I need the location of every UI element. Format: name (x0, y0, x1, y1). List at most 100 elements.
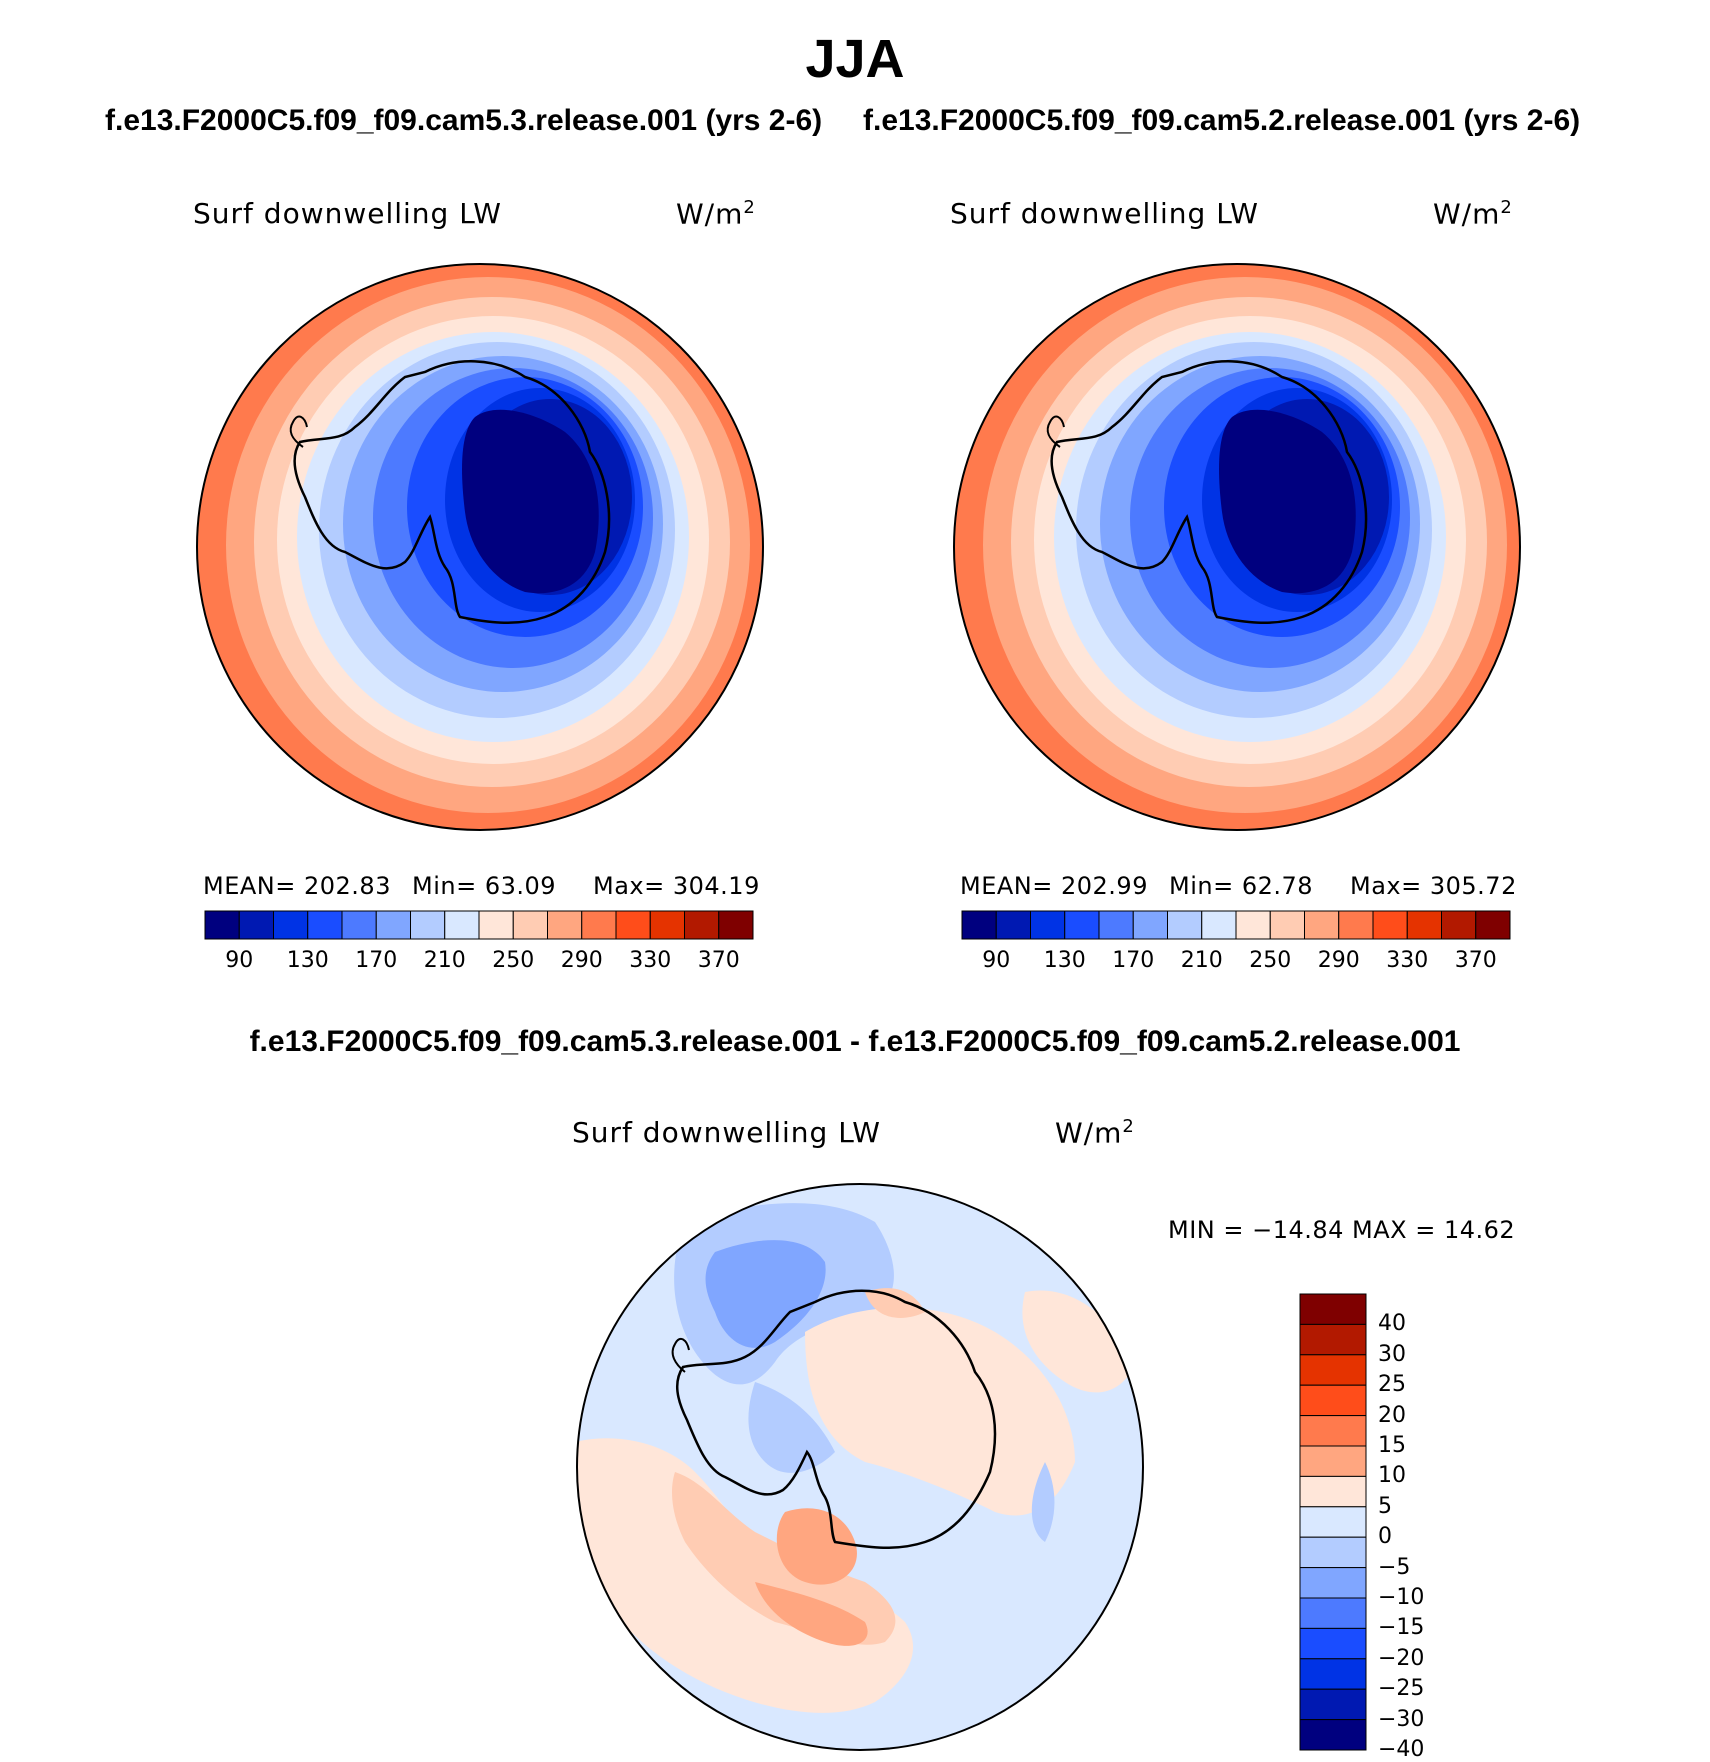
diff-colorbar-box (1299, 1445, 1367, 1477)
panel2-colorbar-tick-label: 210 (1180, 948, 1223, 973)
panel2-colorbar-box (1201, 910, 1237, 940)
diff-colorbar-box (1299, 1597, 1367, 1629)
panel2-units-label: W/m2 (1433, 197, 1513, 231)
diff-colorbar-box (1299, 1627, 1367, 1660)
panel2-colorbar-tick-label: 170 (1112, 948, 1155, 973)
panel1-colorbar-box (478, 910, 514, 940)
case1-title: f.e13.F2000C5.f09_f09.cam5.3.release.001… (105, 104, 823, 137)
diff-colorbar-tick-label: −40 (1378, 1737, 1425, 1762)
panel2-colorbar-tick-label: 90 (982, 948, 1011, 973)
diff-colorbar-tick-label: −25 (1378, 1676, 1425, 1702)
diff-colorbar-tick-label: 5 (1378, 1493, 1392, 1519)
diff-colorbar-box (1299, 1536, 1367, 1569)
diff-colorbar-box (1299, 1384, 1367, 1417)
panel2-colorbar-box (1064, 910, 1100, 940)
panel1-colorbar-tick-label: 210 (423, 948, 466, 973)
panel1-colorbar-box (238, 910, 274, 940)
panel1-colorbar-tick-label: 90 (225, 948, 254, 973)
panel1-colorbar-box (307, 910, 343, 940)
diff-colorbar-box (1299, 1475, 1367, 1508)
panel2-colorbar-box (1098, 910, 1134, 940)
panel2-colorbar-box (995, 910, 1031, 940)
panel2-colorbar-box (1441, 910, 1477, 940)
panel2-colorbar-tick-label: 130 (1043, 948, 1086, 973)
panel1-colorbar-box (581, 910, 617, 940)
season-title: JJA (805, 29, 905, 89)
diff-map (576, 1183, 1144, 1751)
panel2-map (953, 263, 1521, 831)
diff-colorbar-box (1299, 1658, 1367, 1690)
diff-colorbar-tick-label: −15 (1378, 1615, 1425, 1641)
panel1-mean: MEAN= 202.83 (203, 872, 391, 900)
panel1-colorbar-box (410, 910, 446, 940)
diff-colorbar (1299, 1293, 1367, 1751)
diff-colorbar-tick-label: 30 (1378, 1341, 1406, 1367)
diff-units-label: W/m2 (1055, 1116, 1135, 1150)
panel2-colorbar-box (1304, 910, 1340, 940)
diff-colorbar-box (1299, 1719, 1367, 1751)
panel1-colorbar-box (718, 910, 754, 940)
panel2-colorbar-box (1406, 910, 1442, 940)
panel2-min: Min= 62.78 (1169, 872, 1314, 900)
diff-colorbar-box (1299, 1567, 1367, 1599)
panel1-units-label: W/m2 (676, 197, 756, 231)
panel2-colorbar-tick-label: 330 (1386, 948, 1429, 973)
panel2-colorbar-box (1132, 910, 1168, 940)
panel1-colorbar-tick-label: 250 (492, 948, 535, 973)
diff-colorbar-tick-label: −10 (1378, 1585, 1425, 1610)
diff-colorbar-tick-label: 10 (1378, 1463, 1406, 1489)
panel2-colorbar-ticks: 90 130 170 210 250 290 330 370 (962, 948, 1510, 978)
panel2-variable-label: Surf downwelling LW (950, 197, 1259, 230)
diff-colorbar-tick-label: −30 (1378, 1706, 1425, 1732)
diff-colorbar-tick-label: 20 (1378, 1402, 1406, 1428)
panel1-colorbar-tick-label: 330 (629, 948, 672, 973)
diff-title: f.e13.F2000C5.f09_f09.cam5.3.release.001… (249, 1025, 1461, 1058)
panel1-colorbar-tick-label: 370 (697, 948, 740, 973)
panel1-colorbar-box (684, 910, 720, 940)
panel2-colorbar-box (1338, 910, 1374, 940)
panel2-colorbar-tick-label: 290 (1317, 948, 1360, 973)
diff-colorbar-tick-label: −20 (1378, 1645, 1425, 1671)
panel1-colorbar-box (649, 910, 685, 940)
panel2-colorbar-box (1269, 910, 1305, 940)
panel1-colorbar (204, 910, 754, 940)
panel1-variable-label: Surf downwelling LW (193, 197, 502, 230)
diff-colorbar-box (1299, 1506, 1367, 1538)
panel1-colorbar-box (273, 910, 309, 940)
panel1-colorbar-box (512, 910, 548, 940)
panel1-colorbar-tick-label: 170 (355, 948, 398, 973)
panel1-coastline (293, 360, 611, 625)
diff-variable-label: Surf downwelling LW (572, 1116, 881, 1149)
panel2-mean: MEAN= 202.99 (960, 872, 1148, 900)
panel1-colorbar-box (444, 910, 480, 940)
panel2-coastline (1050, 360, 1368, 625)
panel1-map (196, 263, 764, 831)
panel1-colorbar-box (615, 910, 651, 940)
diff-colorbar-tick-label: 15 (1378, 1433, 1406, 1458)
diff-minmax: MIN = −14.84 MAX = 14.62 (1168, 1216, 1516, 1244)
diff-colorbar-box (1299, 1415, 1367, 1447)
panel1-colorbar-tick-label: 130 (286, 948, 329, 973)
panel2-max: Max= 305.72 (1350, 872, 1517, 900)
diff-coastline (675, 1289, 997, 1550)
case2-title: f.e13.F2000C5.f09_f09.cam5.2.release.001… (863, 104, 1581, 137)
diff-colorbar-box (1299, 1354, 1367, 1386)
panel1-colorbar-box (204, 910, 240, 940)
panel2-colorbar (961, 910, 1511, 940)
panel2-colorbar-box (961, 910, 997, 940)
panel1-colorbar-box (375, 910, 411, 940)
panel1-colorbar-ticks: 90 130 170 210 250 290 330 370 (205, 948, 753, 978)
panel1-max: Max= 304.19 (593, 872, 760, 900)
diff-colorbar-ticks: 40 30 25 20 15 10 5 0 −5 −10 −15 −20 −25 −30 −40 (1372, 1294, 1492, 1762)
panel2-colorbar-box (1235, 910, 1271, 940)
panel2-colorbar-box (1030, 910, 1066, 940)
diff-colorbar-tick-label: 40 (1378, 1311, 1406, 1337)
panel2-colorbar-box (1372, 910, 1408, 940)
diff-colorbar-tick-label: −5 (1378, 1554, 1411, 1580)
panel2-colorbar-box (1167, 910, 1203, 940)
panel1-min: Min= 63.09 (412, 872, 557, 900)
panel1-colorbar-box (341, 910, 377, 940)
panel1-colorbar-box (547, 910, 583, 940)
panel2-colorbar-box (1475, 910, 1511, 940)
panel2-colorbar-tick-label: 250 (1249, 948, 1292, 973)
